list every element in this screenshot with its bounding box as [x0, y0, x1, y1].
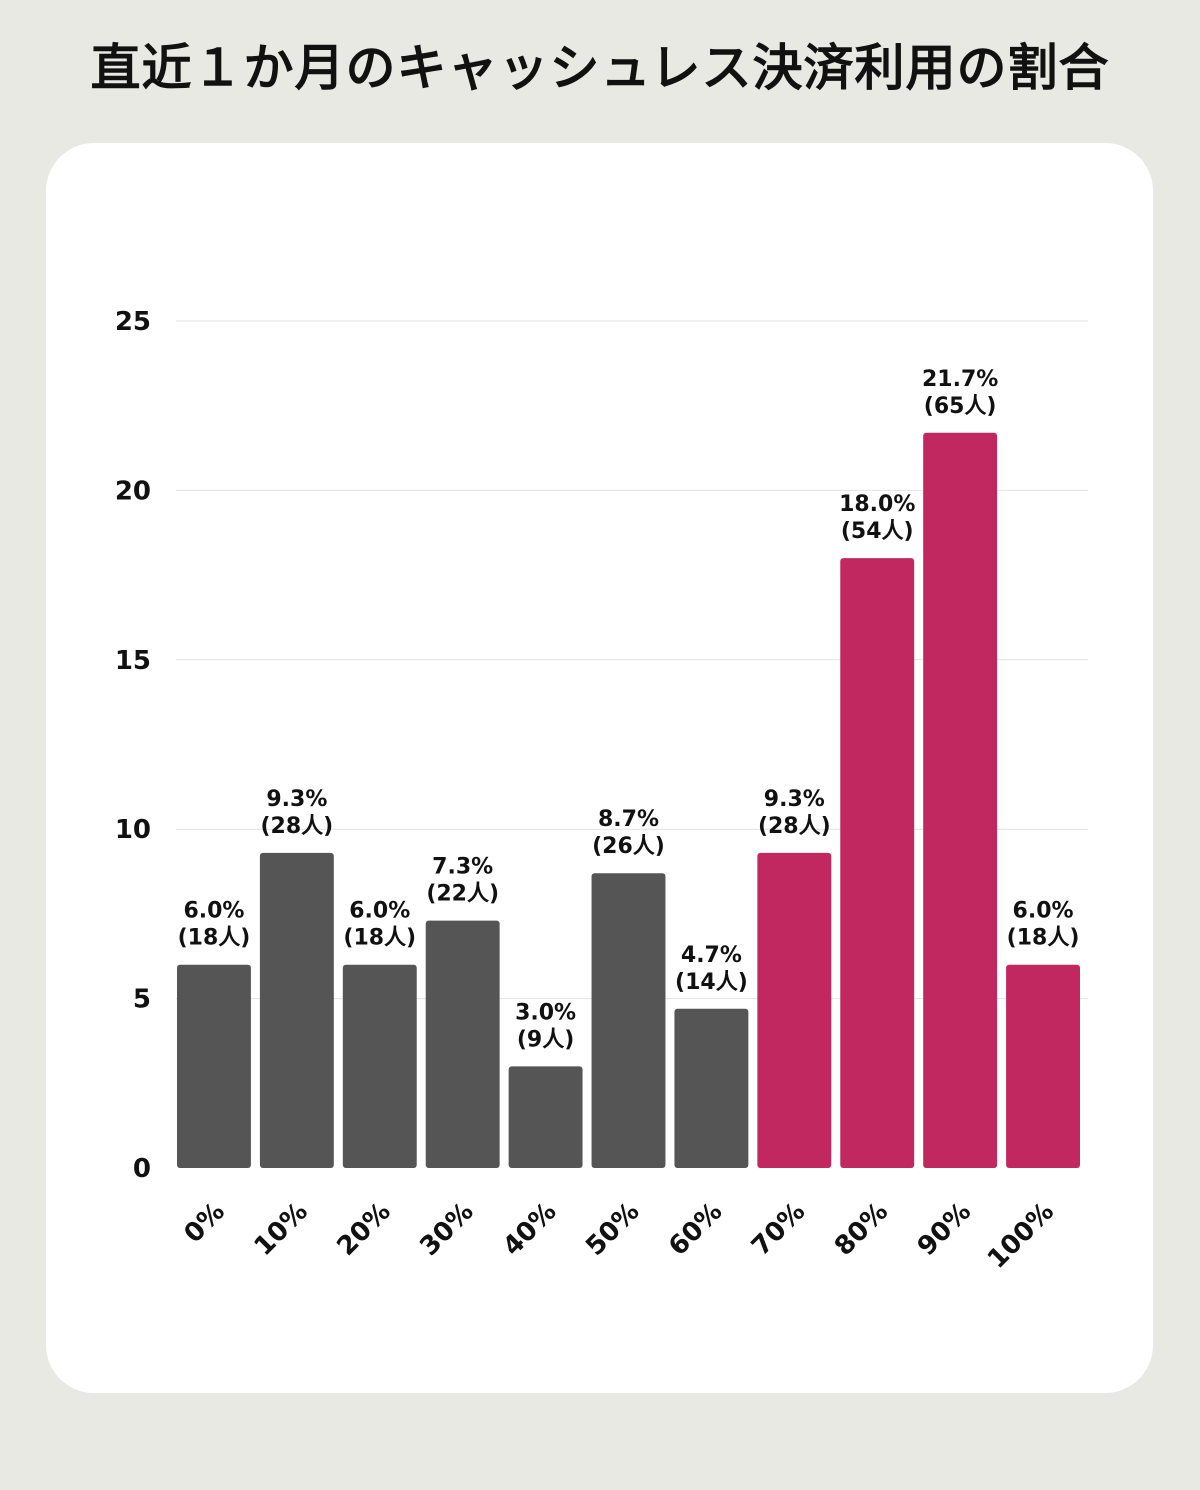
bar	[259, 852, 334, 1168]
x-tick-label: 20%	[332, 1197, 397, 1262]
data-label-count: (22人)	[426, 882, 499, 907]
chart-card: 0 5 10 15 20 25 6.0% (18人) 9.3% (28人) 6.0% (18人) 7.…	[46, 143, 1153, 1393]
x-tick-label: 50%	[580, 1197, 645, 1262]
y-axis: 0 5 10 15 20 25	[115, 307, 151, 1184]
bar	[840, 558, 915, 1168]
bar	[923, 432, 998, 1169]
data-label-count: (54人)	[841, 519, 914, 544]
data-label-percent: 21.7%	[922, 367, 998, 392]
x-tick-label: 80%	[829, 1197, 894, 1262]
data-label-count: (9人)	[517, 1027, 574, 1052]
bar	[757, 852, 832, 1168]
x-tick-label: 10%	[249, 1197, 314, 1262]
data-label-percent: 9.3%	[266, 787, 327, 812]
data-label-count: (28人)	[260, 814, 333, 839]
data-label-percent: 7.3%	[432, 855, 493, 880]
x-tick-label: 90%	[912, 1197, 977, 1262]
bar	[508, 1066, 583, 1168]
data-labels: 6.0%(18人)9.3%(28人)6.0%(18人)7.3%(22人)3.0%…	[178, 367, 1080, 1053]
data-label-count: (18人)	[1007, 926, 1080, 951]
data-label-count: (18人)	[343, 926, 416, 951]
bar	[674, 1008, 749, 1168]
data-label-count: (18人)	[178, 926, 251, 951]
bar	[1006, 964, 1080, 1168]
data-label-percent: 9.3%	[764, 787, 825, 812]
y-tick-label: 0	[133, 1154, 151, 1184]
data-label-count: (65人)	[924, 394, 997, 419]
bars	[177, 432, 1080, 1169]
data-label-count: (28人)	[758, 814, 831, 839]
y-tick-label: 10	[115, 815, 151, 845]
bar	[177, 964, 251, 1168]
data-label-percent: 6.0%	[349, 899, 410, 924]
data-label-percent: 3.0%	[515, 1000, 576, 1025]
x-tick-label: 70%	[746, 1197, 811, 1262]
chart-title: 直近１か月のキャッシュレス決済利用の割合	[90, 39, 1110, 97]
x-tick-label: 40%	[497, 1197, 562, 1262]
data-label-percent: 4.7%	[681, 943, 742, 968]
y-tick-label: 5	[133, 985, 151, 1015]
x-tick-label: 0%	[178, 1197, 230, 1249]
y-tick-label: 20	[115, 476, 151, 506]
bar	[591, 873, 666, 1168]
bar	[425, 920, 500, 1168]
data-label-percent: 8.7%	[598, 807, 659, 832]
y-tick-label: 25	[115, 307, 151, 337]
x-tick-label: 30%	[414, 1197, 479, 1262]
data-label-count: (14人)	[675, 970, 748, 995]
x-tick-label: 60%	[663, 1197, 728, 1262]
x-tick-label: 100%	[982, 1197, 1060, 1275]
data-label-count: (26人)	[592, 834, 665, 859]
data-label-percent: 6.0%	[183, 899, 244, 924]
y-tick-label: 15	[115, 646, 151, 676]
bar	[342, 964, 417, 1168]
data-label-percent: 18.0%	[839, 492, 915, 517]
x-axis: 0% 10% 20% 30% 40% 50% 60% 70% 80% 90% 100%	[178, 1197, 1060, 1275]
data-label-percent: 6.0%	[1013, 899, 1074, 924]
